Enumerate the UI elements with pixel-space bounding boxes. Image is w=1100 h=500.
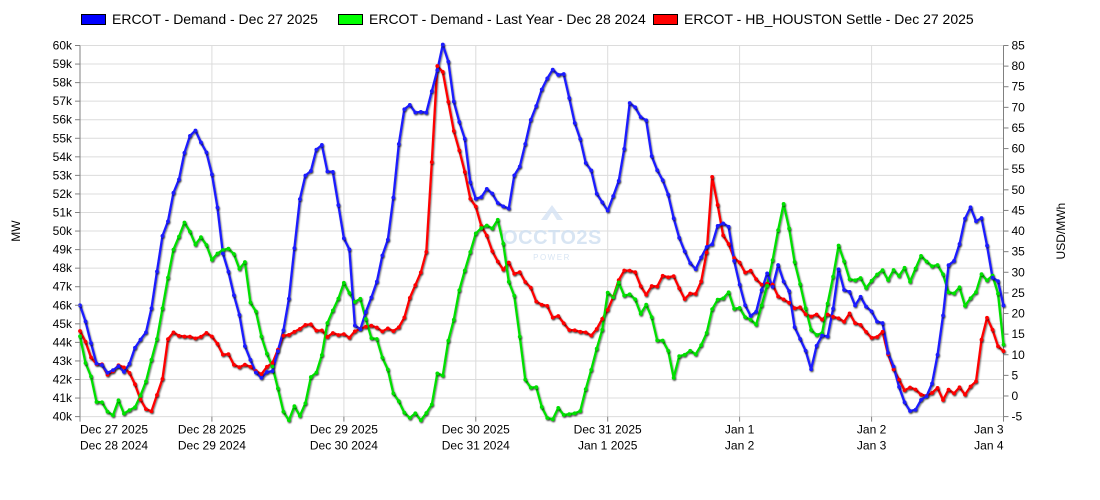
svg-text:70: 70 bbox=[1012, 100, 1026, 114]
svg-text:Jan 1 2025: Jan 1 2025 bbox=[578, 439, 638, 453]
svg-text:USD/MWh: USD/MWh bbox=[1054, 203, 1068, 260]
svg-text:48k: 48k bbox=[53, 261, 73, 275]
svg-text:53k: 53k bbox=[53, 168, 73, 182]
svg-text:55k: 55k bbox=[53, 131, 73, 145]
svg-text:43k: 43k bbox=[53, 354, 73, 368]
svg-text:Dec 28 2024: Dec 28 2024 bbox=[80, 439, 148, 453]
svg-text:Jan 4: Jan 4 bbox=[974, 439, 1004, 453]
svg-text:59k: 59k bbox=[53, 57, 73, 71]
svg-text:OCCTO2S: OCCTO2S bbox=[502, 227, 602, 249]
svg-text:MW: MW bbox=[9, 220, 23, 242]
svg-text:Jan 3: Jan 3 bbox=[974, 423, 1004, 437]
svg-text:50k: 50k bbox=[53, 224, 73, 238]
svg-text:Jan 2: Jan 2 bbox=[857, 423, 887, 437]
svg-text:Dec 31 2025: Dec 31 2025 bbox=[574, 423, 642, 437]
svg-text:10: 10 bbox=[1012, 348, 1026, 362]
svg-text:47k: 47k bbox=[53, 280, 73, 294]
svg-text:55: 55 bbox=[1012, 162, 1026, 176]
svg-text:Dec 29 2024: Dec 29 2024 bbox=[178, 439, 246, 453]
svg-text:44k: 44k bbox=[53, 335, 73, 349]
svg-text:POWER: POWER bbox=[533, 253, 571, 262]
svg-text:-5: -5 bbox=[1012, 410, 1023, 424]
svg-text:50: 50 bbox=[1012, 183, 1026, 197]
svg-text:56k: 56k bbox=[53, 113, 73, 127]
svg-text:Dec 27 2025: Dec 27 2025 bbox=[80, 423, 148, 437]
svg-text:60k: 60k bbox=[53, 39, 73, 53]
svg-text:5: 5 bbox=[1012, 368, 1019, 382]
svg-text:Jan 2: Jan 2 bbox=[725, 439, 755, 453]
svg-text:52k: 52k bbox=[53, 187, 73, 201]
svg-text:Dec 29 2025: Dec 29 2025 bbox=[310, 423, 378, 437]
svg-text:45k: 45k bbox=[53, 317, 73, 331]
svg-text:Dec 30 2024: Dec 30 2024 bbox=[310, 439, 378, 453]
svg-text:54k: 54k bbox=[53, 150, 73, 164]
svg-text:58k: 58k bbox=[53, 76, 73, 90]
svg-text:25: 25 bbox=[1012, 286, 1026, 300]
svg-text:Jan 1: Jan 1 bbox=[725, 423, 755, 437]
svg-text:Jan 3: Jan 3 bbox=[857, 439, 887, 453]
svg-text:49k: 49k bbox=[53, 243, 73, 257]
svg-text:57k: 57k bbox=[53, 94, 73, 108]
svg-text:80: 80 bbox=[1012, 59, 1026, 73]
svg-text:35: 35 bbox=[1012, 245, 1026, 259]
svg-text:40: 40 bbox=[1012, 224, 1026, 238]
svg-text:45: 45 bbox=[1012, 203, 1026, 217]
svg-text:46k: 46k bbox=[53, 298, 73, 312]
svg-text:Dec 30 2025: Dec 30 2025 bbox=[442, 423, 510, 437]
svg-text:42k: 42k bbox=[53, 372, 73, 386]
svg-text:75: 75 bbox=[1012, 80, 1026, 94]
svg-text:30: 30 bbox=[1012, 265, 1026, 279]
svg-text:20: 20 bbox=[1012, 307, 1026, 321]
svg-text:0: 0 bbox=[1012, 389, 1019, 403]
svg-text:60: 60 bbox=[1012, 142, 1026, 156]
svg-text:51k: 51k bbox=[53, 206, 73, 220]
svg-text:65: 65 bbox=[1012, 121, 1026, 135]
svg-text:15: 15 bbox=[1012, 327, 1026, 341]
svg-text:Dec 31 2024: Dec 31 2024 bbox=[442, 439, 510, 453]
svg-text:85: 85 bbox=[1012, 39, 1026, 53]
svg-text:Dec 28 2025: Dec 28 2025 bbox=[178, 423, 246, 437]
svg-text:41k: 41k bbox=[53, 391, 73, 405]
svg-text:40k: 40k bbox=[53, 410, 73, 424]
